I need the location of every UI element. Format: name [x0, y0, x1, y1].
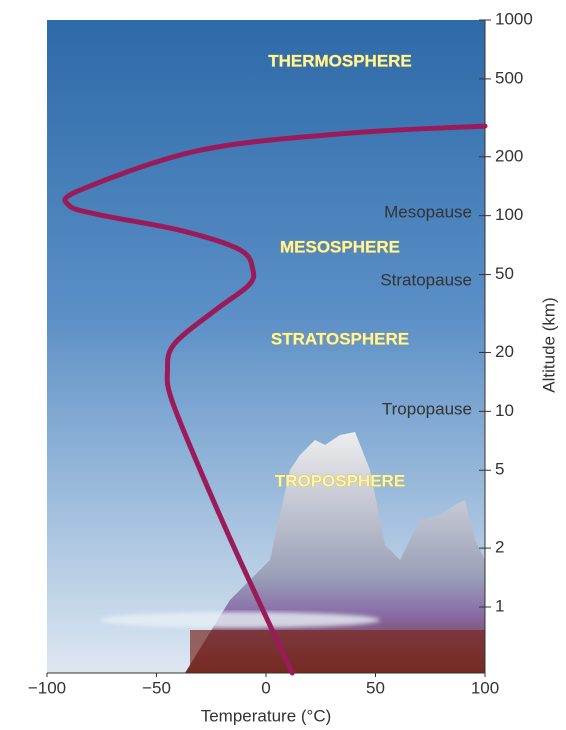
y-tick-label: 2	[495, 538, 504, 557]
x-axis-label: Temperature (°C)	[201, 706, 332, 725]
x-tick-label: −100	[28, 678, 66, 697]
y-tick-label: 10	[495, 401, 514, 420]
layer-label: THERMOSPHERE	[268, 51, 412, 70]
boundary-label: Tropopause	[382, 399, 472, 418]
y-tick-label: 1	[495, 596, 504, 615]
cloud	[100, 612, 380, 628]
x-tick-label: 100	[471, 678, 499, 697]
layer-label: TROPOSPHERE	[275, 471, 405, 490]
y-tick-label: 20	[495, 342, 514, 361]
y-tick-label: 1000	[495, 9, 533, 28]
y-tick-label: 100	[495, 205, 523, 224]
y-tick-label: 5	[495, 460, 504, 479]
y-tick-label: 500	[495, 68, 523, 87]
temperature-curve	[62, 123, 488, 676]
boundary-label: Stratopause	[380, 270, 472, 289]
layer-label: MESOSPHERE	[280, 237, 400, 256]
boundary-label: Mesopause	[384, 202, 472, 221]
x-tick-label: 0	[261, 678, 270, 697]
y-axis-label: Altitude (km)	[539, 297, 558, 392]
layer-label: STRATOSPHERE	[271, 329, 409, 348]
x-tick-label: 50	[366, 678, 385, 697]
x-tick-label: −50	[142, 678, 171, 697]
y-tick-label: 50	[495, 264, 514, 283]
ground	[190, 630, 485, 673]
y-tick-label: 200	[495, 146, 523, 165]
